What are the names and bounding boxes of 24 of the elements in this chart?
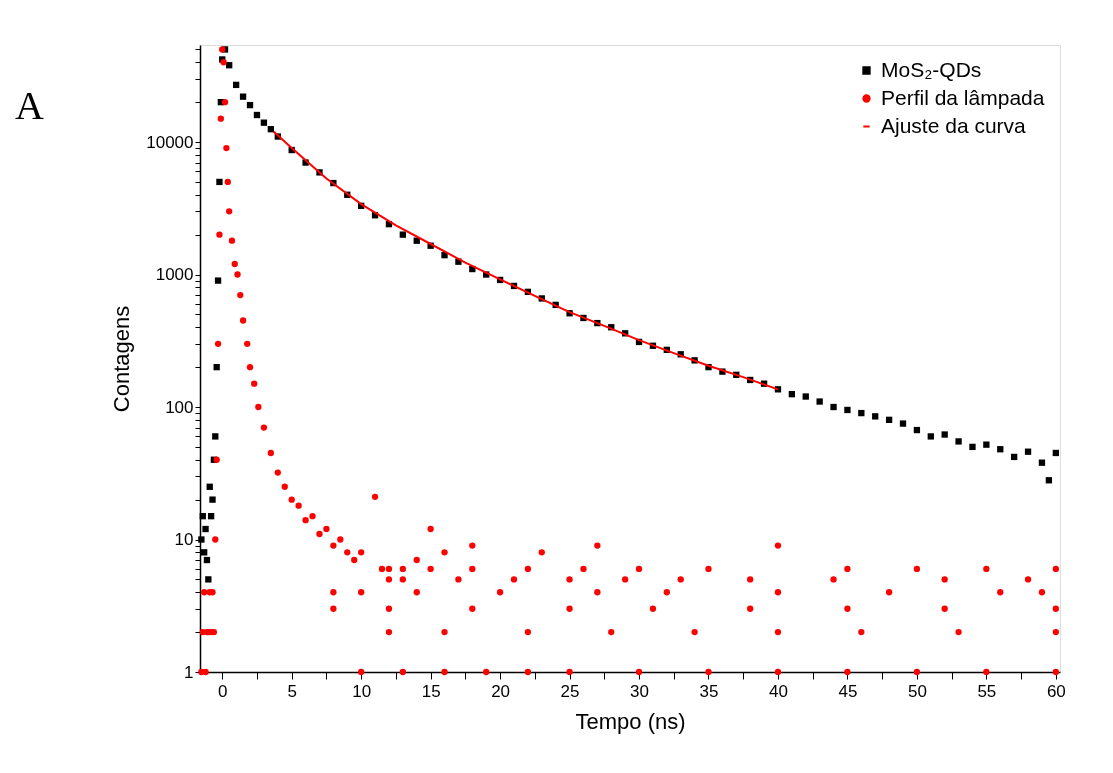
legend-label: MoS₂-QDs <box>881 57 982 81</box>
y-tick-label: 1000 <box>155 265 194 285</box>
y-tick-label: 10 <box>174 530 194 550</box>
x-tick-label: 25 <box>560 681 580 701</box>
x-tick-label: 60 <box>1046 681 1066 701</box>
x-tick-label: 15 <box>421 681 441 701</box>
y-tick-label: 10000 <box>146 132 194 152</box>
x-tick-label: 0 <box>218 681 228 701</box>
y-tick-label: 1 <box>184 662 194 682</box>
x-tick-label: 50 <box>907 681 927 701</box>
x-axis-title: Tempo (ns) <box>575 708 686 734</box>
x-tick-label: 10 <box>352 681 372 701</box>
x-tick-label: 20 <box>491 681 511 701</box>
text: A <box>15 83 44 128</box>
x-tick-label: 45 <box>838 681 858 701</box>
x-tick-label: 55 <box>977 681 997 701</box>
x-tick-label: 5 <box>287 681 297 701</box>
x-tick-label: 40 <box>769 681 788 701</box>
y-axis-title: Contagens <box>109 305 135 413</box>
legend-label: Ajuste da curva <box>881 113 1027 137</box>
y-tick-label: 100 <box>165 397 194 417</box>
x-tick-label: 30 <box>630 681 649 701</box>
legend-label: Perfil da lâmpada <box>881 85 1045 109</box>
x-tick-label: 35 <box>699 681 719 701</box>
